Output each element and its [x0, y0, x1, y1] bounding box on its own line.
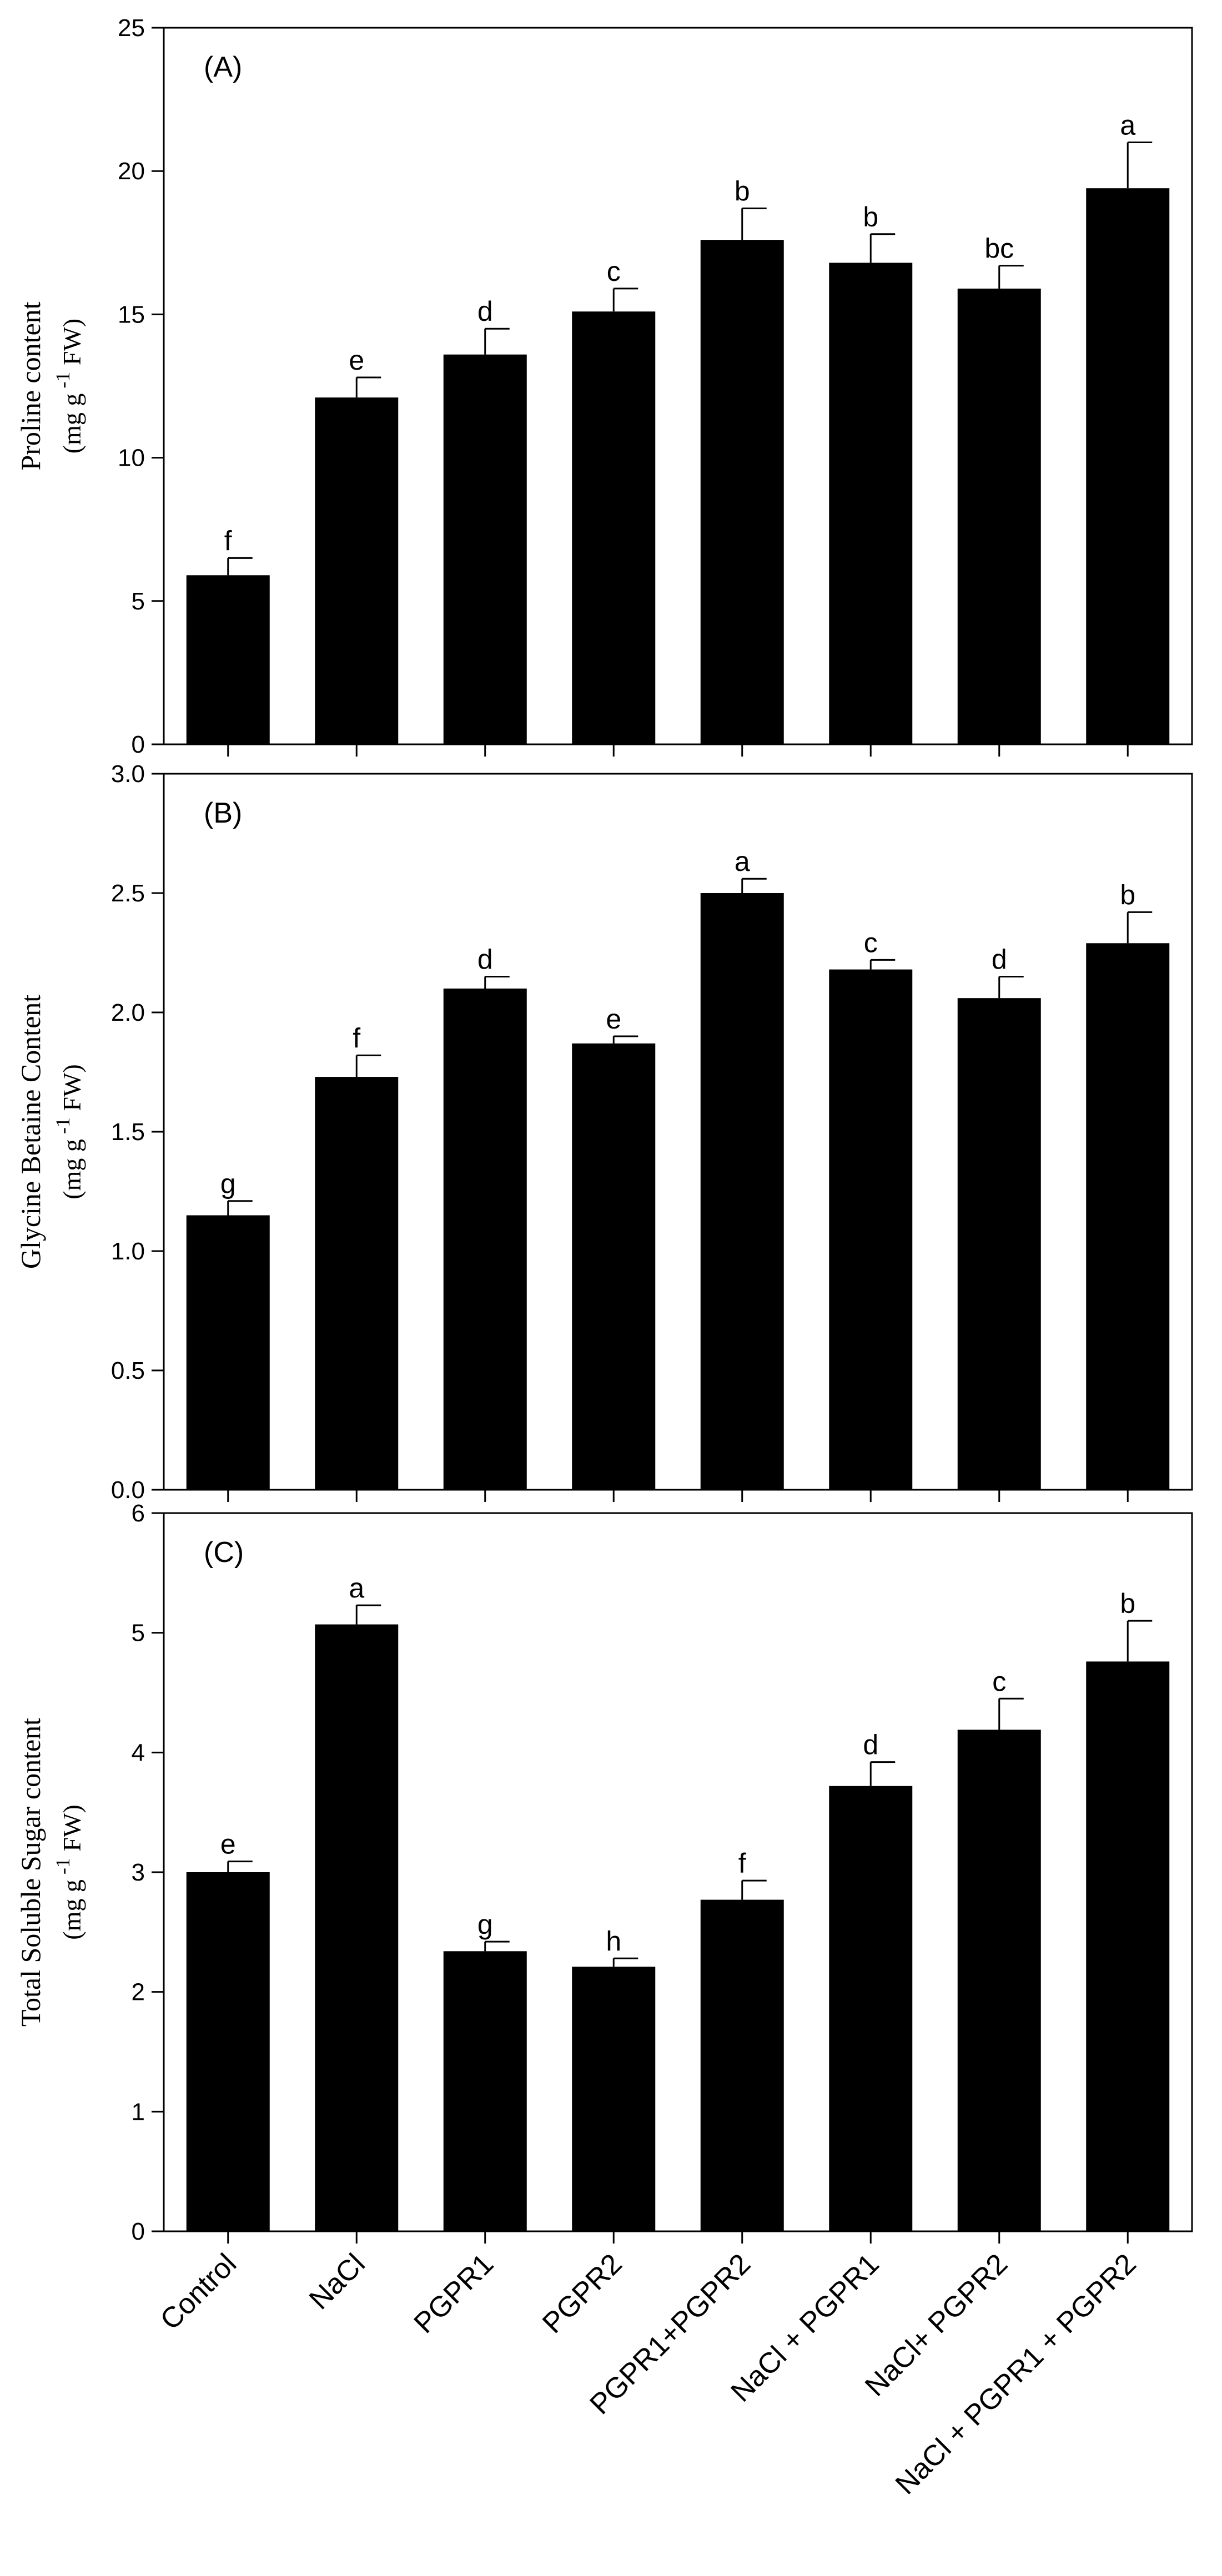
significance-letter: b — [735, 175, 750, 206]
significance-letter: d — [992, 944, 1007, 975]
bar — [1086, 943, 1170, 1490]
significance-letter: f — [224, 525, 232, 556]
y-axis-unit: (mg g -1 FW) — [52, 319, 86, 453]
y-tick-label: 3 — [132, 1859, 145, 1886]
y-tick-label: 2 — [132, 1979, 145, 2006]
y-tick-label: 1.0 — [111, 1238, 145, 1265]
significance-letter: g — [477, 1909, 493, 1940]
bar — [315, 1624, 399, 2231]
significance-letter: a — [1120, 110, 1135, 141]
y-tick-label: 25 — [118, 14, 145, 42]
significance-letter: c — [992, 1666, 1006, 1697]
y-unit-superscript: -1 — [52, 372, 74, 394]
bar — [572, 1967, 656, 2231]
y-tick-label: 0 — [132, 731, 145, 758]
y-unit-suffix: FW) — [58, 1064, 86, 1117]
y-tick-label: 10 — [118, 445, 145, 472]
y-unit-suffix: FW) — [58, 319, 86, 372]
chart-panel-3: 0 1 2 3 4 5 6 e a g h f d c b (C) Total Soluble Sugar co… — [15, 1500, 1193, 2245]
y-tick-label: 0 — [132, 2218, 145, 2245]
bar — [186, 1872, 270, 2231]
significance-letter: d — [863, 1730, 878, 1761]
plot-frame — [163, 27, 1193, 745]
bar — [443, 354, 527, 744]
significance-letter: a — [349, 1572, 364, 1604]
bar — [572, 1043, 656, 1490]
y-unit-superscript: -1 — [52, 1858, 74, 1879]
category-label: PGPR1 — [408, 2247, 500, 2340]
y-tick-label: 5 — [132, 1620, 145, 1647]
y-unit-prefix: (mg g — [58, 1139, 86, 1199]
y-unit-suffix: FW) — [58, 1804, 86, 1858]
bar — [1086, 188, 1170, 745]
bar — [957, 998, 1041, 1490]
y-tick-label: 2.5 — [111, 880, 145, 907]
bar — [186, 1215, 270, 1490]
y-unit-prefix: (mg g — [58, 394, 86, 454]
bar — [957, 288, 1041, 744]
y-tick-label: 3.0 — [111, 760, 145, 788]
significance-letter: b — [1120, 879, 1135, 910]
significance-letter: c — [607, 256, 621, 287]
y-axis-label: Glycine Betaine Content — [15, 995, 46, 1269]
y-axis-unit: (mg g -1 FW) — [52, 1804, 86, 1939]
bar — [315, 397, 399, 744]
significance-letter: f — [353, 1022, 360, 1053]
significance-letter: e — [220, 1829, 236, 1860]
significance-letter: e — [606, 1004, 621, 1035]
significance-letter: d — [477, 944, 493, 975]
panel-label: (A) — [204, 51, 242, 83]
bar — [315, 1077, 399, 1490]
panel-label: (B) — [204, 797, 242, 829]
bar — [1086, 1661, 1170, 2231]
y-unit-superscript: -1 — [52, 1117, 74, 1139]
panel-label: (C) — [204, 1536, 244, 1569]
category-label: NaCl + PGPR1 + PGPR2 — [889, 2247, 1143, 2501]
bar — [443, 989, 527, 1490]
y-unit-prefix: (mg g — [58, 1879, 86, 1940]
bar — [700, 1899, 784, 2231]
bar — [829, 1786, 913, 2231]
category-label: NaCl — [303, 2247, 371, 2316]
bar — [957, 1730, 1041, 2231]
y-axis-unit: (mg g -1 FW) — [52, 1064, 86, 1199]
category-label: PGPR2 — [536, 2247, 628, 2340]
significance-letter: f — [738, 1848, 746, 1879]
significance-letter: c — [864, 927, 878, 958]
y-tick-label: 15 — [118, 301, 145, 328]
y-tick-label: 0.0 — [111, 1476, 145, 1504]
significance-letter: bc — [984, 233, 1014, 264]
y-axis-label: Proline content — [15, 301, 46, 470]
category-label: Control — [154, 2247, 243, 2336]
y-axis-label: Total Soluble Sugar content — [15, 1718, 46, 2026]
significance-letter: b — [1120, 1588, 1135, 1619]
bar — [700, 893, 784, 1490]
y-tick-label: 4 — [132, 1739, 145, 1766]
y-tick-label: 1 — [132, 2098, 145, 2125]
significance-letter: h — [606, 1925, 621, 1957]
bar — [572, 311, 656, 744]
y-tick-label: 2.0 — [111, 999, 145, 1026]
y-tick-label: 6 — [132, 1500, 145, 1527]
chart-panel-2: 0.0 0.5 1.0 1.5 2.0 2.5 3.0 g f d e a c d b (B) Glycine … — [15, 760, 1193, 1504]
significance-letter: b — [863, 201, 878, 233]
significance-letter: d — [477, 296, 493, 327]
y-tick-label: 20 — [118, 158, 145, 185]
bar — [443, 1951, 527, 2231]
y-tick-label: 0.5 — [111, 1357, 145, 1384]
y-tick-label: 1.5 — [111, 1118, 145, 1146]
bar — [829, 969, 913, 1490]
significance-letter: e — [349, 345, 364, 376]
bar — [700, 240, 784, 744]
bar — [186, 575, 270, 744]
significance-letter: a — [735, 846, 750, 877]
y-tick-label: 5 — [132, 588, 145, 615]
significance-letter: g — [220, 1168, 236, 1199]
bar — [829, 263, 913, 744]
